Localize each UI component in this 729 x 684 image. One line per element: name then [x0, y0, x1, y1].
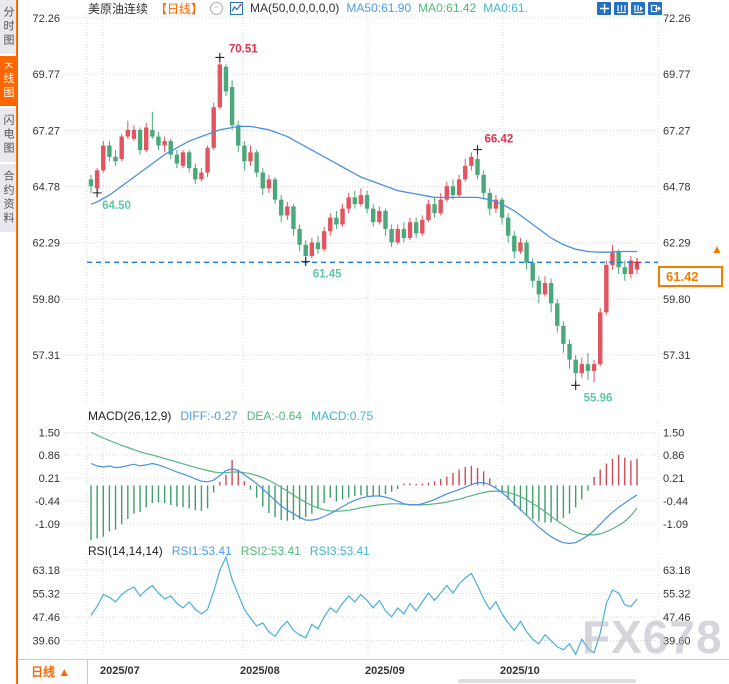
svg-text:63.18: 63.18: [32, 565, 60, 577]
macd-histogram: [90, 454, 638, 541]
time-axis-bar: 日线 ▲ 2025/07 2025/08 2025/09 2025/10: [18, 659, 729, 684]
svg-text:47.46: 47.46: [663, 612, 691, 624]
svg-text:72.26: 72.26: [32, 13, 60, 25]
ma0-cyan-value-label: MA0:61.: [483, 1, 528, 15]
dea-line: [90, 431, 638, 536]
candlestick-series: [88, 57, 640, 386]
macd-macd-value: MACD:0.75: [311, 409, 374, 423]
svg-text:64.50: 64.50: [102, 200, 131, 212]
rsi-grid: [64, 554, 659, 654]
svg-text:57.31: 57.31: [663, 350, 691, 362]
axis-play-icon[interactable]: [631, 2, 645, 15]
svg-text:0.86: 0.86: [663, 450, 684, 462]
macd-dea-value: DEA:-0.64: [246, 409, 303, 423]
rsi-axis-labels: 63.18 63.18 55.32 55.32 47.46 47.46 39.60 39.60: [32, 565, 690, 648]
macd-panel-canvas[interactable]: 1.50 1.50 0.86 0.86 0.21 0.21 -0.44 -0.44 -1.09 -…: [0, 415, 729, 546]
main-grid: [64, 14, 659, 402]
period-selector-arrow-icon: ▲: [58, 665, 71, 679]
svg-text:1.50: 1.50: [663, 427, 684, 439]
svg-text:0.86: 0.86: [39, 450, 60, 462]
x-axis-month-label: 2025/07: [100, 665, 140, 677]
sidebar-tab-contract-info[interactable]: 合约资料: [0, 164, 16, 233]
x-axis-month-label: 2025/08: [240, 665, 280, 677]
svg-text:-0.44: -0.44: [35, 496, 60, 508]
rsi-header: RSI(14,14,14) RSI1:53.41 RSI2:53.41 RSI3…: [88, 544, 370, 558]
svg-text:64.78: 64.78: [663, 182, 691, 194]
x-axis-month-label: 2025/09: [365, 665, 405, 677]
svg-text:67.27: 67.27: [32, 125, 60, 137]
period-selector-label: 日线: [31, 665, 56, 679]
main-axis-labels: 72.26 72.26 69.77 69.77 67.27 67.27 64.78 64.78…: [32, 13, 690, 362]
svg-text:57.31: 57.31: [32, 350, 60, 362]
svg-text:70.51: 70.51: [229, 43, 258, 55]
macd-diff-value: DIFF:-0.27: [180, 409, 238, 423]
diff-line: [90, 462, 638, 545]
ma50-line: [90, 125, 638, 253]
collapse-icon[interactable]: −: [210, 1, 224, 15]
price-up-arrow-icon: ▲: [711, 242, 723, 256]
svg-text:-1.09: -1.09: [663, 519, 688, 531]
svg-text:62.29: 62.29: [663, 238, 691, 250]
chart-header: 美原油连续 【日线】 − MA(50,0,0,0,0,0) MA50:61.90…: [88, 1, 528, 16]
svg-text:1.50: 1.50: [39, 427, 60, 439]
svg-text:69.77: 69.77: [663, 69, 691, 81]
svg-text:39.60: 39.60: [32, 636, 60, 648]
macd-axis-labels: 1.50 1.50 0.86 0.86 0.21 0.21 -0.44 -0.44 -1.09 -…: [35, 427, 688, 531]
svg-text:59.80: 59.80: [663, 294, 691, 306]
svg-text:72.26: 72.26: [663, 13, 691, 25]
rsi2-value: RSI2:53.41: [240, 544, 301, 558]
svg-text:0.21: 0.21: [663, 473, 684, 485]
sidebar-tab-lightning-chart[interactable]: 闪电图: [0, 108, 16, 163]
chart-toolbar: [597, 2, 662, 15]
svg-text:55.32: 55.32: [32, 589, 60, 601]
export-frame-icon[interactable]: [648, 2, 662, 15]
rsi-settings-label: RSI(14,14,14): [88, 544, 163, 558]
svg-text:47.46: 47.46: [32, 612, 60, 624]
svg-text:0.21: 0.21: [39, 473, 60, 485]
svg-text:63.18: 63.18: [663, 565, 691, 577]
svg-text:-0.44: -0.44: [663, 496, 688, 508]
macd-settings-label: MACD(26,12,9): [88, 409, 172, 423]
indicator-chart-icon[interactable]: [230, 1, 244, 15]
symbol-title: 美原油连续: [88, 1, 149, 16]
period-tag: 【日线】: [155, 1, 204, 16]
svg-text:39.60: 39.60: [663, 636, 691, 648]
svg-text:62.29: 62.29: [32, 238, 60, 250]
svg-text:61.45: 61.45: [313, 269, 342, 281]
svg-text:55.96: 55.96: [584, 392, 613, 404]
axis-compress-icon[interactable]: [614, 2, 628, 15]
sidebar-tab-time-chart[interactable]: 分时图: [0, 0, 16, 54]
price-annotations: 64.50 70.51 61.45 66.42 55.96: [92, 43, 642, 404]
x-axis-month-label: 2025/10: [500, 665, 540, 677]
svg-text:67.27: 67.27: [663, 125, 691, 137]
svg-text:66.42: 66.42: [485, 134, 514, 146]
svg-text:59.80: 59.80: [32, 294, 60, 306]
sidebar-tab-kline-chart[interactable]: K线图: [0, 56, 16, 107]
svg-text:69.77: 69.77: [32, 69, 60, 81]
macd-header: MACD(26,12,9) DIFF:-0.27 DEA:-0.64 MACD:…: [88, 409, 373, 423]
svg-text:55.32: 55.32: [663, 589, 691, 601]
rsi3-value: RSI3:53.41: [309, 544, 370, 558]
period-selector-button[interactable]: 日线 ▲: [18, 660, 88, 684]
rsi-line: [90, 555, 638, 656]
chart-mode-sidebar: 分时图 K线图 闪电图 合约资料: [0, 0, 18, 684]
svg-text:64.78: 64.78: [32, 182, 60, 194]
main-candlestick-canvas[interactable]: 64.50 70.51 61.45 66.42 55.96 72.26 72.26 69.77…: [0, 10, 729, 415]
fx678-watermark: FX678: [582, 611, 723, 663]
macd-grid: [64, 420, 659, 541]
ma-settings-label: MA(50,0,0,0,0,0): [250, 1, 340, 15]
svg-text:-1.09: -1.09: [35, 519, 60, 531]
rsi1-value: RSI1:53.41: [171, 544, 232, 558]
crosshair-move-icon[interactable]: [597, 2, 611, 15]
ma50-value-label: MA50:61.90: [346, 1, 412, 15]
current-price-badge: 61.42: [658, 266, 723, 287]
horizontal-scrollbar-thumb[interactable]: [458, 679, 636, 683]
ma0-green-value-label: MA0:61.42: [418, 1, 477, 15]
rsi-panel-canvas[interactable]: 63.18 63.18 55.32 55.32 47.46 47.46 39.60 39.60: [0, 546, 729, 659]
